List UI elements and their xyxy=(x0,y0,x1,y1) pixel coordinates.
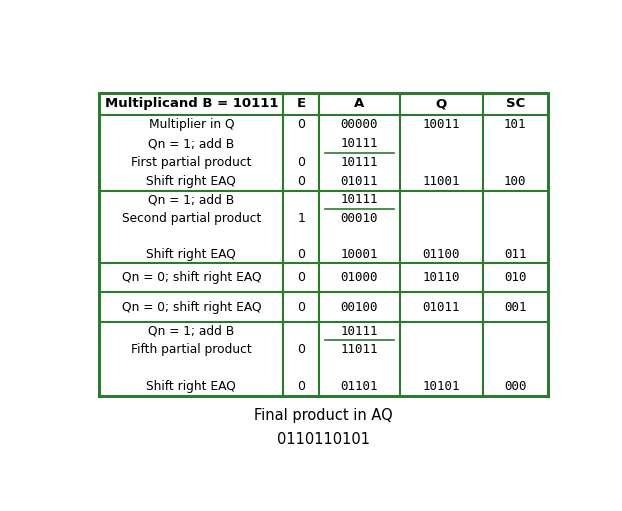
Text: Qn = 1; add B: Qn = 1; add B xyxy=(148,324,234,337)
Text: 00000: 00000 xyxy=(341,118,378,131)
Text: 01011: 01011 xyxy=(341,175,378,188)
Text: 10101: 10101 xyxy=(422,380,460,393)
Text: 0: 0 xyxy=(297,300,305,314)
Text: 01100: 01100 xyxy=(422,248,460,261)
Text: 101: 101 xyxy=(504,118,526,131)
Text: 0: 0 xyxy=(297,380,305,393)
Text: 11011: 11011 xyxy=(341,343,378,356)
Text: Shift right EAQ: Shift right EAQ xyxy=(146,380,236,393)
Text: 000: 000 xyxy=(504,380,526,393)
Text: Fifth partial product: Fifth partial product xyxy=(131,343,252,356)
Text: 10111: 10111 xyxy=(341,156,378,169)
Text: SC: SC xyxy=(506,98,525,110)
Text: 10011: 10011 xyxy=(422,118,460,131)
Text: Multiplier in Q: Multiplier in Q xyxy=(149,118,234,131)
Text: First partial product: First partial product xyxy=(131,156,251,169)
Text: 01101: 01101 xyxy=(341,380,378,393)
Text: 0110110101: 0110110101 xyxy=(277,432,370,447)
Text: A: A xyxy=(355,98,364,110)
Text: Qn = 1; add B: Qn = 1; add B xyxy=(148,137,234,150)
Text: 0: 0 xyxy=(297,343,305,356)
Text: 10111: 10111 xyxy=(341,137,378,150)
Text: 10001: 10001 xyxy=(341,248,378,261)
Text: Shift right EAQ: Shift right EAQ xyxy=(146,248,236,261)
Text: Shift right EAQ: Shift right EAQ xyxy=(146,175,236,188)
Text: Final product in AQ: Final product in AQ xyxy=(254,408,393,423)
Text: 10111: 10111 xyxy=(341,194,378,206)
Text: 00100: 00100 xyxy=(341,300,378,314)
Text: 00010: 00010 xyxy=(341,212,378,224)
Text: 0: 0 xyxy=(297,271,305,284)
Text: Second partial product: Second partial product xyxy=(122,212,261,224)
Text: 01000: 01000 xyxy=(341,271,378,284)
Text: 010: 010 xyxy=(504,271,526,284)
Text: Qn = 1; add B: Qn = 1; add B xyxy=(148,194,234,206)
Text: 0: 0 xyxy=(297,248,305,261)
Text: Multiplicand B = 10111: Multiplicand B = 10111 xyxy=(104,98,278,110)
Text: E: E xyxy=(297,98,306,110)
Text: Q: Q xyxy=(435,98,447,110)
Text: 01011: 01011 xyxy=(422,300,460,314)
Text: 1: 1 xyxy=(297,212,305,224)
Text: 0: 0 xyxy=(297,175,305,188)
Text: 10111: 10111 xyxy=(341,324,378,337)
Text: 001: 001 xyxy=(504,300,526,314)
Text: 011: 011 xyxy=(504,248,526,261)
Text: 0: 0 xyxy=(297,118,305,131)
Bar xyxy=(100,93,548,396)
Text: 100: 100 xyxy=(504,175,526,188)
Text: Qn = 0; shift right EAQ: Qn = 0; shift right EAQ xyxy=(121,271,261,284)
Text: 0: 0 xyxy=(297,156,305,169)
Text: 11001: 11001 xyxy=(422,175,460,188)
Text: Qn = 0; shift right EAQ: Qn = 0; shift right EAQ xyxy=(121,300,261,314)
Text: 10110: 10110 xyxy=(422,271,460,284)
